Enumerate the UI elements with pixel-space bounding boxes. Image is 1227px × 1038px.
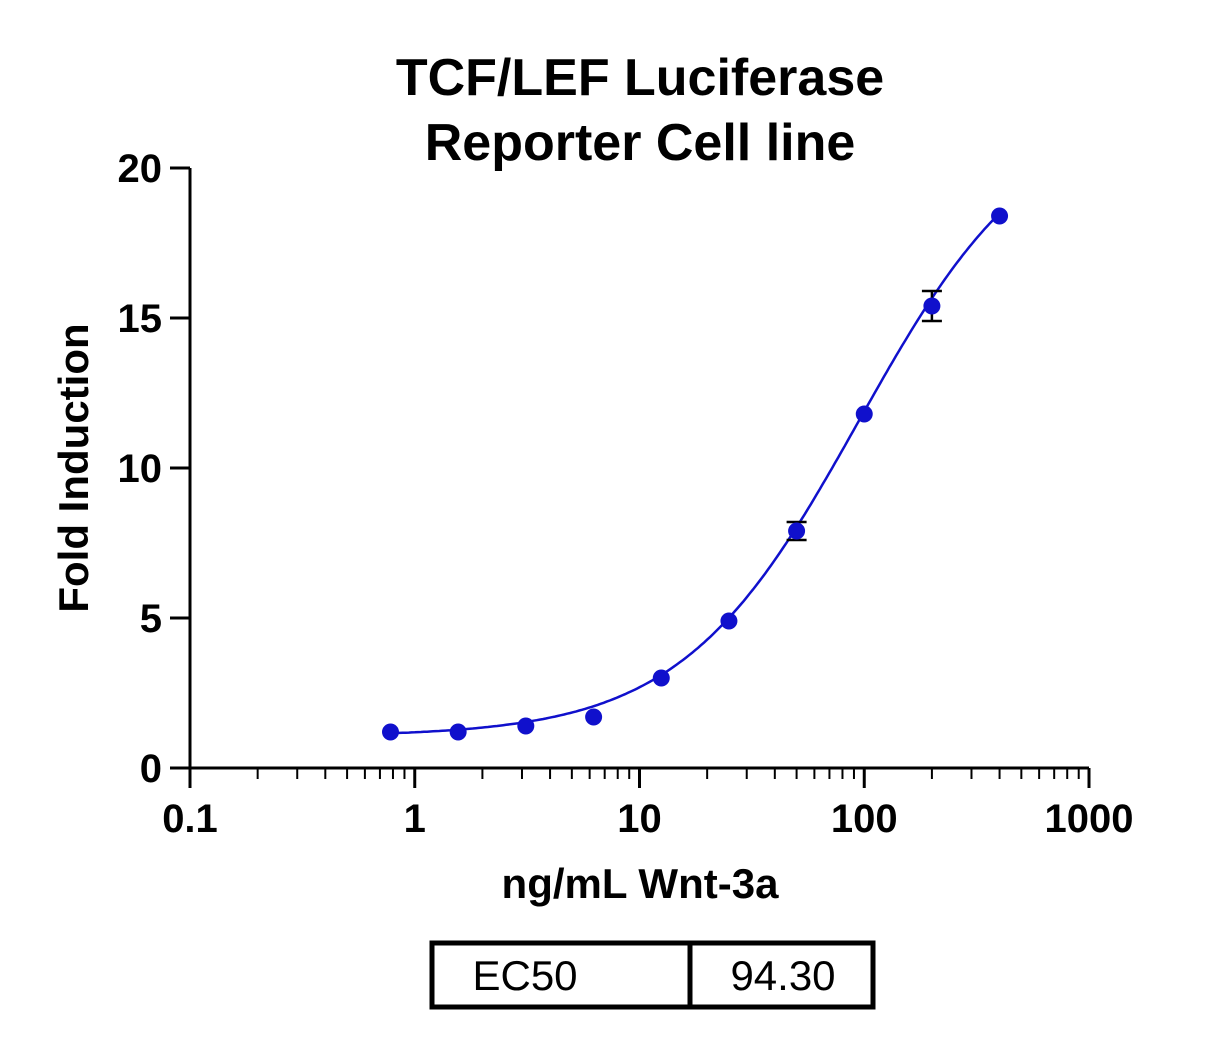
data-point <box>720 612 738 630</box>
x-tick-label: 100 <box>831 797 898 841</box>
axes: 0 5 10 15 20 0.1 1 10 100 1000 <box>118 147 1134 841</box>
y-tick-label: 10 <box>118 447 163 491</box>
data-marks <box>381 207 1009 741</box>
ec50-label: EC50 <box>472 952 577 999</box>
x-tick-label: 0.1 <box>162 797 218 841</box>
x-axis-label: ng/mL Wnt-3a <box>502 860 780 907</box>
data-point <box>517 717 535 735</box>
ec50-table-border <box>429 940 876 1010</box>
x-tick-label: 10 <box>617 797 662 841</box>
x-tick-label: 1000 <box>1045 797 1134 841</box>
data-point <box>923 297 941 315</box>
data-point <box>788 522 806 540</box>
y-axis-label: Fold Induction <box>50 323 97 612</box>
y-tick-label: 0 <box>140 747 162 791</box>
data-point <box>855 405 873 423</box>
y-tick-label: 20 <box>118 147 163 191</box>
data-point <box>585 708 603 726</box>
data-point <box>449 723 467 741</box>
x-tick-label: 1 <box>404 797 426 841</box>
fit-curve <box>390 212 1001 735</box>
data-point <box>652 669 670 687</box>
data-point <box>991 207 1009 225</box>
ec50-table: EC50 94.30 <box>429 940 876 1010</box>
ec50-value: 94.30 <box>730 952 835 999</box>
y-tick-label: 15 <box>118 297 163 341</box>
chart-title-line-1: TCF/LEF Luciferase <box>396 49 884 107</box>
data-point <box>381 723 399 741</box>
y-tick-label: 5 <box>140 597 162 641</box>
chart-title-line-2: Reporter Cell line <box>425 114 856 172</box>
